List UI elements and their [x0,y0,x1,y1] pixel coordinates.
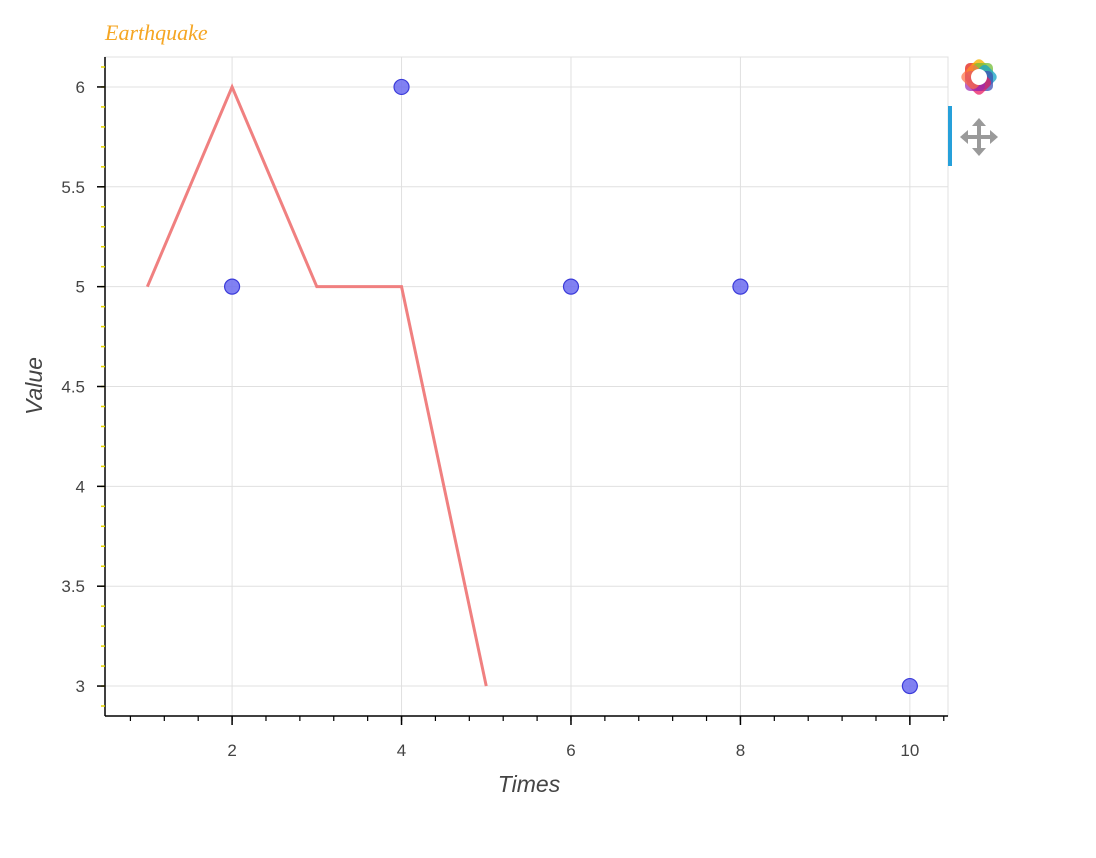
x-tick-label: 10 [900,741,919,760]
scatter-point [732,278,749,295]
y-tick-label: 4 [76,477,85,496]
y-tick-label: 3.5 [61,577,85,596]
chart-title: Earthquake [104,20,208,45]
y-axis-label: Value [21,357,47,415]
bokeh-logo-icon[interactable] [958,56,1000,98]
scatter-point [901,677,918,695]
x-tick-label: 6 [566,741,575,760]
y-tick-label: 6 [76,78,85,97]
x-axis-label: Times [498,771,561,797]
y-tick-label: 3 [76,677,85,696]
series [145,78,918,695]
pan-icon[interactable] [958,116,1000,158]
y-tick-label: 5 [76,278,85,297]
x-tick-label: 2 [227,741,236,760]
active-tool-indicator [948,106,952,166]
scatter-point [223,278,241,295]
toolbar [948,52,1008,182]
y-tick-label: 4.5 [61,378,85,397]
y-axis: 3 3.5 4 4.5 5 5.5 6 [61,57,106,716]
scatter-point [393,78,410,96]
x-axis: 2 4 6 8 10 [105,715,948,760]
x-tick-label: 8 [736,741,745,760]
x-tick-label: 4 [397,741,406,760]
y-tick-label: 5.5 [61,178,85,197]
grid [104,56,949,717]
series-line [145,83,488,687]
scatter-point [562,278,580,295]
